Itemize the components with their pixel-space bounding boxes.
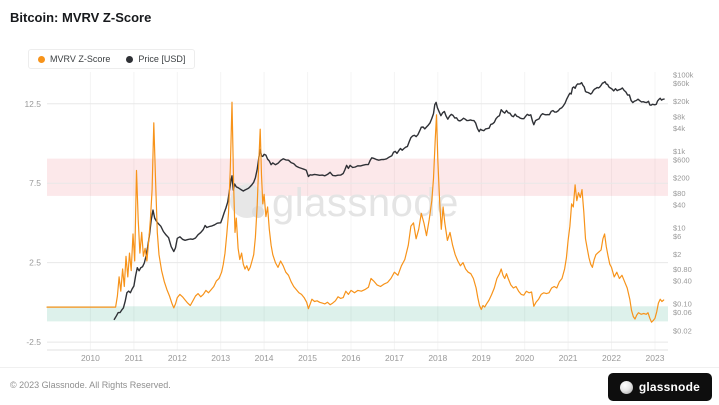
svg-text:2012: 2012 (168, 353, 187, 363)
valuation-bands (47, 158, 668, 322)
svg-text:2016: 2016 (342, 353, 361, 363)
glassnode-logo-badge[interactable]: glassnode (607, 373, 712, 401)
price-series-dot-icon (126, 55, 134, 63)
mvrv-series-dot-icon (38, 55, 45, 63)
copyright-text: © 2023 Glassnode. All Rights Reserved. (10, 380, 171, 390)
svg-text:$600: $600 (673, 155, 690, 164)
svg-text:$1k: $1k (673, 147, 685, 156)
glassnode-ball-icon (619, 380, 633, 394)
svg-text:$0.10: $0.10 (673, 300, 692, 309)
svg-text:$0.40: $0.40 (673, 277, 692, 286)
svg-text:$0.06: $0.06 (673, 308, 692, 317)
svg-text:$40: $40 (673, 200, 686, 209)
svg-text:2010: 2010 (81, 353, 100, 363)
svg-text:$0.80: $0.80 (673, 265, 692, 274)
left-axis-labels: 12.5 7.5 2.5 -2.5 (24, 99, 41, 347)
svg-text:$60k: $60k (673, 79, 690, 88)
glassnode-brand-text: glassnode (638, 380, 700, 394)
svg-text:2022: 2022 (602, 353, 621, 363)
svg-text:12.5: 12.5 (24, 99, 41, 109)
x-axis-labels: 2010 2011 2012 2013 2014 2015 2016 2017 2018 2019… (81, 353, 665, 363)
undervaluation-band (47, 306, 668, 322)
legend-label-price: Price [USD] (138, 54, 186, 64)
page-title: Bitcoin: MVRV Z-Score (10, 10, 152, 25)
svg-text:2013: 2013 (211, 353, 230, 363)
legend-item-mvrv[interactable]: MVRV Z-Score (38, 54, 110, 64)
svg-text:7.5: 7.5 (29, 178, 41, 188)
svg-text:$8k: $8k (673, 112, 685, 121)
svg-text:2017: 2017 (385, 353, 404, 363)
svg-text:2011: 2011 (125, 353, 144, 363)
legend-label-mvrv: MVRV Z-Score (50, 54, 111, 64)
svg-text:$2: $2 (673, 250, 681, 259)
svg-text:2014: 2014 (255, 353, 274, 363)
svg-text:glassnode: glassnode (272, 181, 459, 225)
svg-text:2021: 2021 (559, 353, 578, 363)
right-axis-labels: $100k$60k$20k$8k$4k$1k$600$200$80$40$10$… (673, 71, 694, 336)
footer-divider (0, 367, 719, 368)
svg-text:2019: 2019 (472, 353, 491, 363)
svg-text:$100k: $100k (673, 71, 694, 80)
svg-text:-2.5: -2.5 (26, 337, 41, 347)
svg-text:$10: $10 (673, 223, 686, 232)
svg-text:$4k: $4k (673, 124, 685, 133)
svg-text:$6: $6 (673, 232, 681, 241)
legend-item-price[interactable]: Price [USD] (126, 54, 185, 64)
price-line (113, 80, 665, 321)
svg-text:2.5: 2.5 (29, 258, 41, 268)
svg-text:$0.02: $0.02 (673, 326, 692, 335)
glassnode-watermark: glassnode (230, 181, 459, 225)
svg-text:2020: 2020 (515, 353, 534, 363)
mvrv-zscore-line (46, 101, 665, 323)
overvaluation-band (47, 158, 668, 196)
svg-text:$200: $200 (673, 174, 690, 183)
svg-text:2023: 2023 (646, 353, 665, 363)
svg-text:2015: 2015 (298, 353, 317, 363)
svg-text:2018: 2018 (428, 353, 447, 363)
chart-legend: MVRV Z-Score Price [USD] (28, 49, 196, 69)
svg-text:$80: $80 (673, 189, 686, 198)
svg-text:$20k: $20k (673, 97, 690, 106)
